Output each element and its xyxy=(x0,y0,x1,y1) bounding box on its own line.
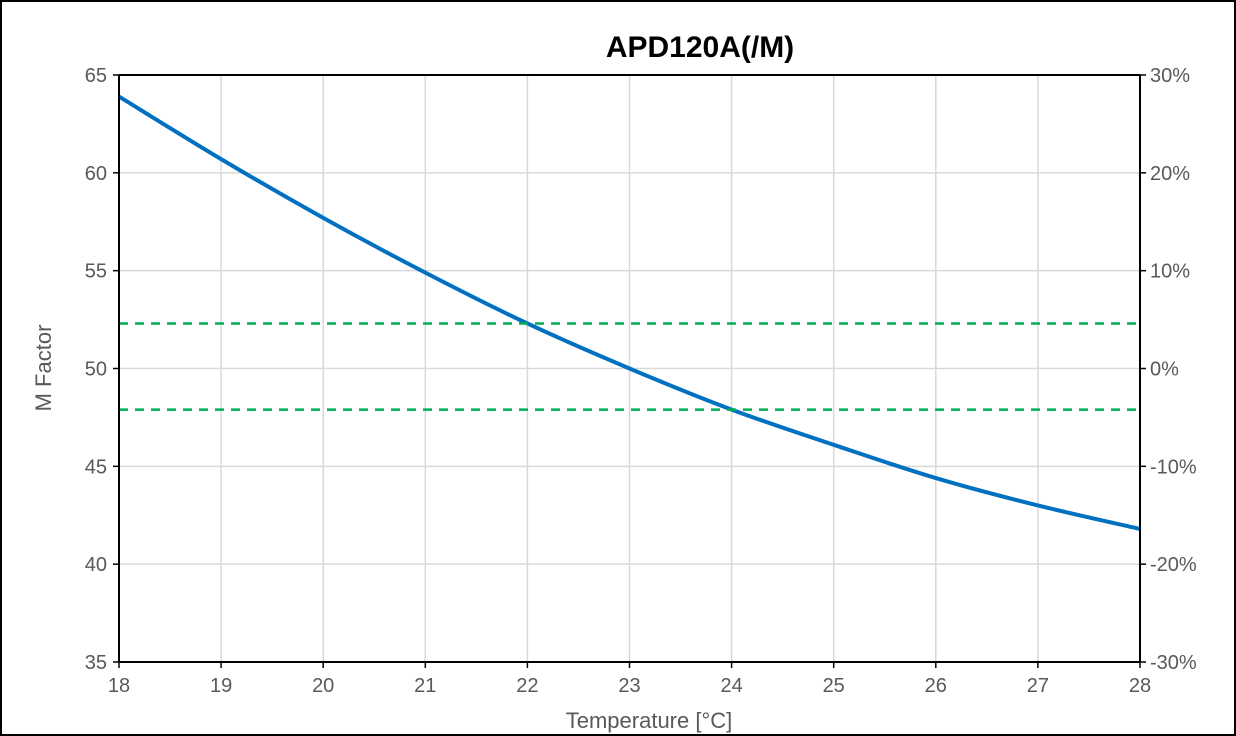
y-tick-label: 60 xyxy=(85,163,107,185)
x-tick-label: 18 xyxy=(108,675,130,697)
y-tick-label: 45 xyxy=(85,456,107,478)
x-tick-label: 22 xyxy=(516,675,538,697)
y-tick-label: 65 xyxy=(85,65,107,87)
y2-tick-label: 10% xyxy=(1150,261,1190,283)
y2-tick-label: -20% xyxy=(1150,554,1197,576)
y-axis-label: M Factor xyxy=(31,325,56,412)
y2-tick-label: 0% xyxy=(1150,359,1179,381)
y-tick-label: 50 xyxy=(85,359,107,381)
series-layer xyxy=(117,94,1141,531)
x-axis-label: Temperature [°C] xyxy=(566,708,733,733)
axis-layer xyxy=(113,74,1146,668)
tick-label-layer: 18 19 20 21 22 23 24 25 26 27 28 35 40 45 50 55 60 65 -30%… xyxy=(85,65,1197,697)
x-tick-label: 28 xyxy=(1129,675,1151,697)
y-tick-label: 40 xyxy=(85,554,107,576)
x-tick-label: 19 xyxy=(210,675,232,697)
y2-tick-label: -30% xyxy=(1150,652,1197,674)
grid-layer xyxy=(119,75,1140,662)
x-tick-label: 20 xyxy=(312,675,334,697)
y2-tick-label: -10% xyxy=(1150,456,1197,478)
m-factor-curve xyxy=(117,94,1141,531)
chart-title: APD120A(/M) xyxy=(606,31,794,64)
x-tick-label: 23 xyxy=(618,675,640,697)
x-tick-label: 24 xyxy=(720,675,742,697)
y-tick-label: 35 xyxy=(85,652,107,674)
y2-tick-label: 30% xyxy=(1150,65,1190,87)
x-tick-label: 25 xyxy=(823,675,845,697)
x-tick-label: 21 xyxy=(414,675,436,697)
x-tick-label: 26 xyxy=(925,675,947,697)
x-tick-label: 27 xyxy=(1027,675,1049,697)
y2-tick-label: 20% xyxy=(1150,163,1190,185)
y-tick-label: 55 xyxy=(85,261,107,283)
